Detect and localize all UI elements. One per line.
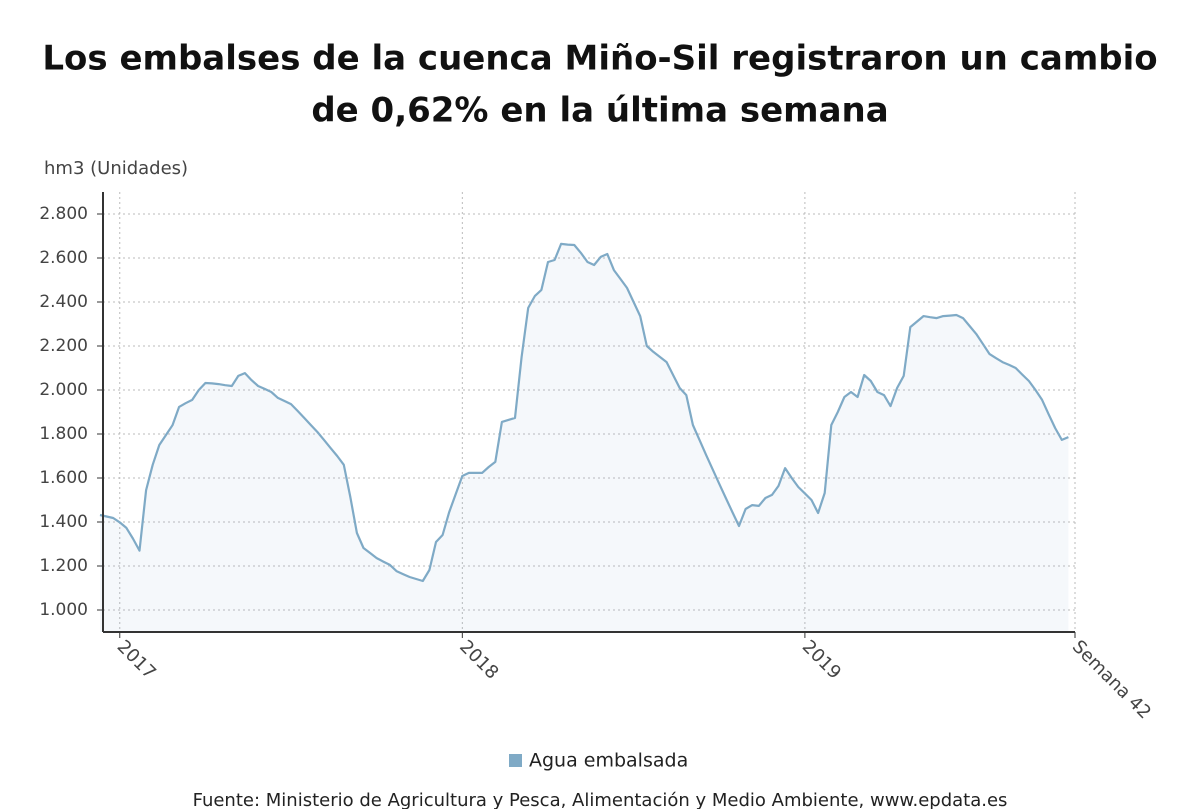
area	[100, 243, 1069, 632]
y-tick-label: 1.200	[39, 556, 88, 576]
y-tick-label: 2.400	[39, 292, 88, 312]
x-tick-label: 2019	[798, 636, 845, 683]
legend-swatch	[509, 754, 522, 767]
y-tick-label: 2.000	[39, 380, 88, 400]
chart-title: Los embalses de la cuenca Miño-Sil regis…	[42, 39, 1157, 79]
y-tick-label: 1.000	[39, 600, 88, 620]
line	[99, 242, 1069, 583]
source: Fuente: Ministerio de Agricultura y Pesc…	[193, 790, 1008, 809]
legend-label: Agua embalsada	[529, 750, 688, 772]
y-axis-label: hm3 (Unidades)	[44, 158, 188, 179]
y-tick-label: 2.200	[39, 336, 88, 356]
x-tick-label: Semana 42	[1068, 636, 1155, 723]
x-tick-label: 2018	[455, 636, 502, 683]
y-tick-label: 1.800	[39, 424, 88, 444]
y-tick-label: 1.600	[39, 468, 88, 488]
y-tick-label: 2.600	[39, 248, 88, 268]
y-tick-label: 1.400	[39, 512, 88, 532]
x-tick-label: 2017	[113, 636, 160, 683]
y-tick-label: 2.800	[39, 204, 88, 224]
chart-title: de 0,62% en la última semana	[311, 91, 888, 131]
